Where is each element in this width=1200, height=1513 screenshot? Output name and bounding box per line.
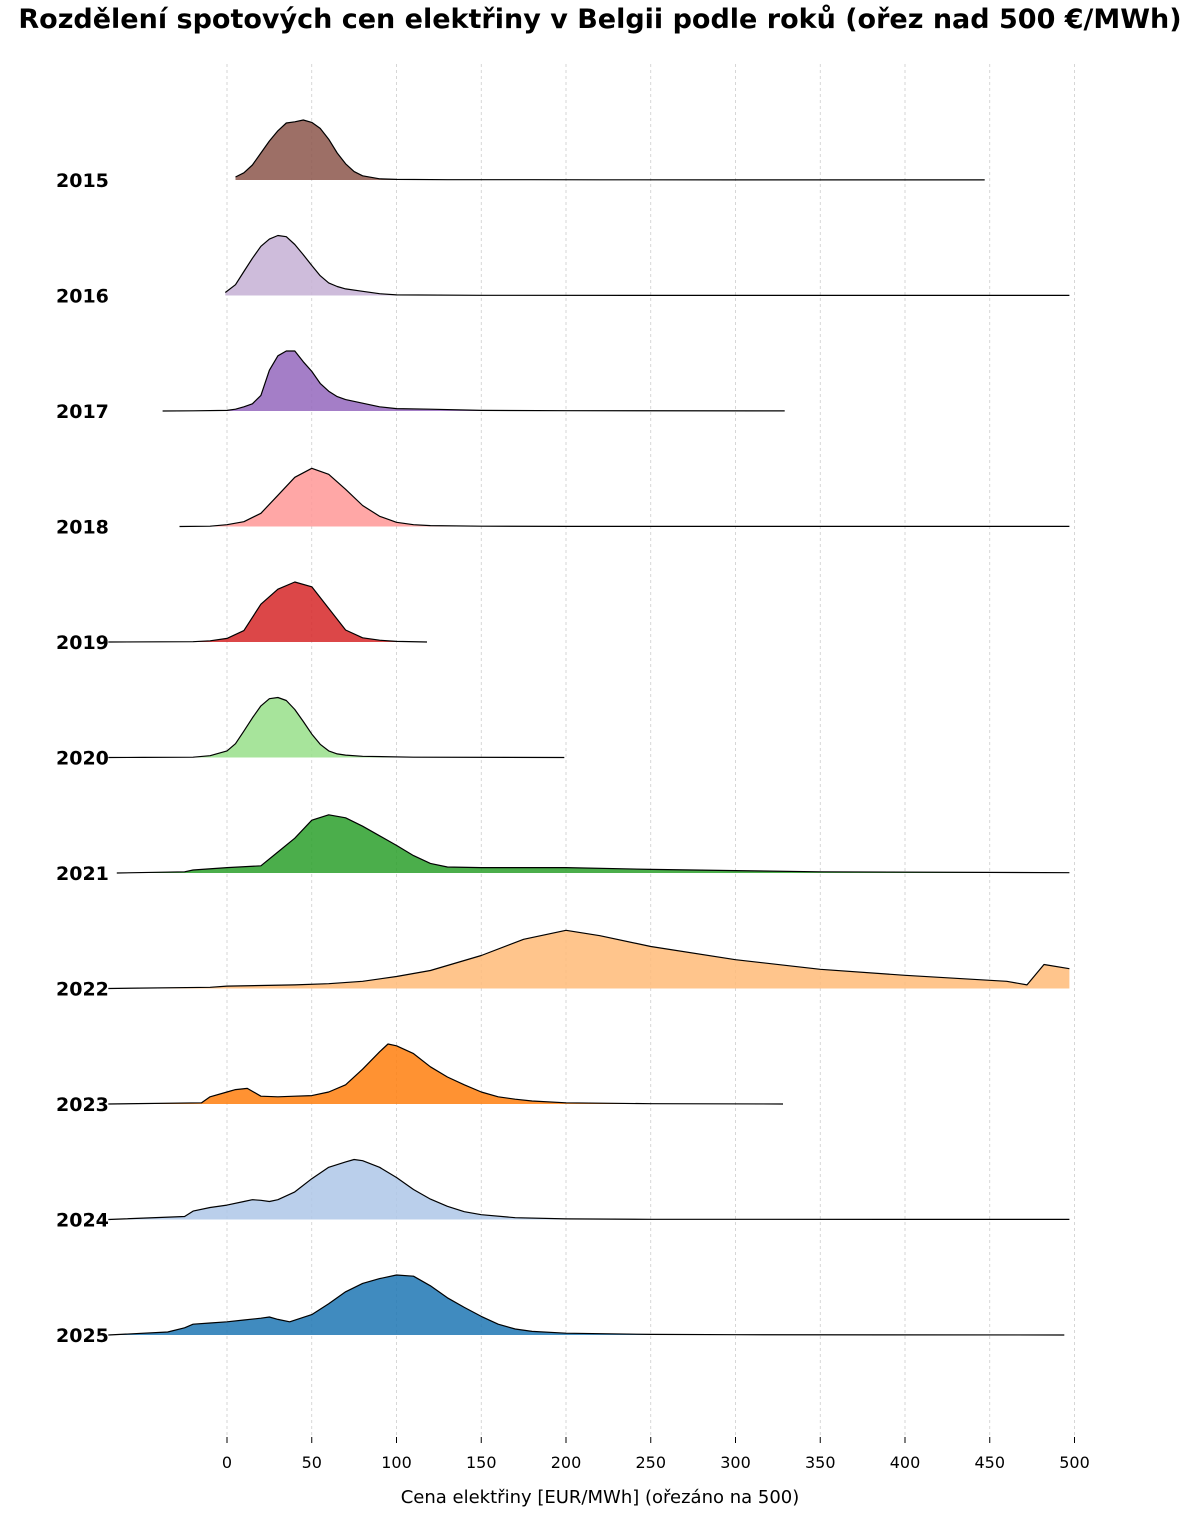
x-tick-label: 50	[302, 1453, 322, 1472]
year-label: 2023	[56, 1094, 109, 1116]
ridge-outline	[179, 467, 1070, 528]
ridge-2023	[108, 1043, 784, 1105]
ridge-2016	[224, 234, 1070, 296]
ridge-outline	[108, 1158, 1070, 1221]
ridge-2020	[108, 696, 565, 759]
ridge-outline	[108, 1043, 784, 1105]
ridge-outline	[108, 581, 428, 643]
ridge-outline	[162, 350, 785, 412]
ridge-outline	[108, 929, 1070, 990]
year-label: 2015	[56, 170, 109, 192]
ridge-area	[108, 582, 428, 642]
year-label: 2019	[56, 632, 109, 654]
year-label: 2018	[56, 517, 109, 539]
ridge-2024	[108, 1158, 1070, 1221]
x-tick-label: 500	[1059, 1453, 1090, 1472]
x-tick-label: 450	[974, 1453, 1005, 1472]
year-label: 2024	[56, 1210, 109, 1232]
ridge-2022	[108, 929, 1070, 990]
x-tick-label: 150	[466, 1453, 497, 1472]
x-tick-label: 400	[890, 1453, 921, 1472]
ridge-2019	[108, 581, 428, 643]
ridge-area	[179, 468, 1070, 527]
ridge-area	[108, 930, 1070, 989]
chart-title: Rozdělení spotových cen elektřiny v Belg…	[18, 4, 1182, 35]
x-tick-label: 250	[635, 1453, 666, 1472]
x-axis-label: Cena elektřiny [EUR/MWh] (ořezáno na 500…	[401, 1487, 800, 1508]
x-tick-label: 200	[551, 1453, 582, 1472]
x-tick-label: 100	[381, 1453, 412, 1472]
year-label: 2021	[56, 863, 109, 885]
ridge-2025	[108, 1274, 1065, 1336]
ridge-outline	[108, 696, 565, 759]
ridge-2021	[116, 814, 1070, 874]
ridge-area	[235, 120, 985, 180]
ridge-outline	[224, 234, 1070, 296]
ridge-area	[225, 235, 1070, 296]
year-label: 2020	[56, 748, 109, 770]
x-tick-label: 0	[222, 1453, 232, 1472]
ridge-area	[108, 1044, 784, 1104]
ridge-outline	[116, 814, 1070, 874]
year-label: 2016	[56, 286, 109, 308]
ridge-area	[108, 1275, 1065, 1335]
year-label: 2022	[56, 979, 109, 1001]
ridge-area	[162, 351, 785, 411]
ridge-area	[108, 697, 565, 758]
grid-lines	[226, 64, 1075, 1437]
x-tick-label: 300	[720, 1453, 751, 1472]
year-label: 2025	[56, 1325, 109, 1347]
ridge-2015	[235, 119, 985, 181]
year-label: 2017	[56, 401, 109, 423]
ridge-outline	[108, 1274, 1065, 1336]
ridges	[108, 119, 1070, 1336]
ridge-area	[116, 814, 1070, 873]
ridge-outline	[235, 119, 985, 181]
x-tick-label: 350	[805, 1453, 836, 1472]
ridge-area	[108, 1159, 1070, 1220]
ridge-2018	[179, 467, 1070, 528]
x-axis: 0 50 100 150 200 250 300 350 400 450 500	[222, 1437, 1090, 1472]
ridge-2017	[162, 350, 785, 412]
year-labels: 2015 2016 2017 2018 2019 2020 2021 2022 2023 2024…	[56, 170, 109, 1347]
